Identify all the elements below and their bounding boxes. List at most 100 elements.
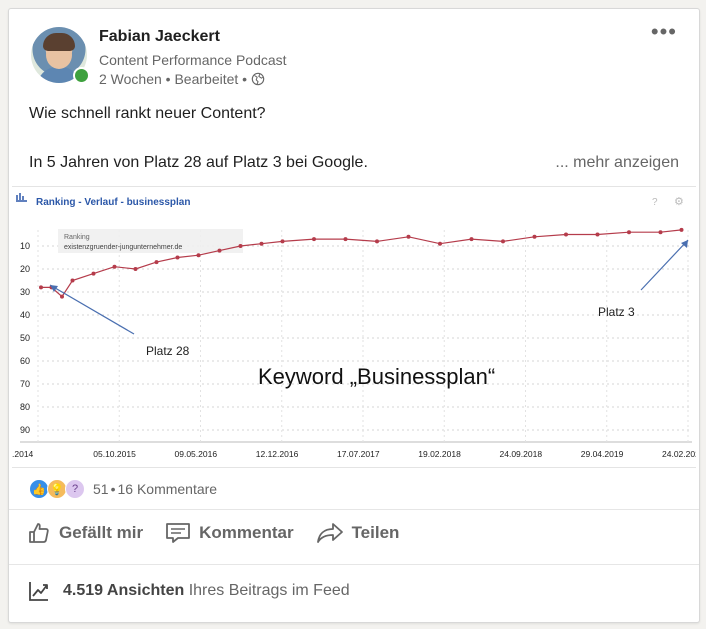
x-tick-label: 19.02.2018 [418, 449, 461, 459]
data-point [627, 230, 631, 235]
y-tick-label: 20 [20, 264, 30, 274]
chart-help-icon[interactable]: ? [652, 197, 658, 208]
x-tick-label: 17.07.2017 [337, 449, 380, 459]
data-point [60, 294, 64, 299]
chart-legend-domain: existenzgruender-jungunternehmer.de [64, 244, 182, 251]
more-icon[interactable]: ••• [650, 19, 677, 44]
author-avatar[interactable] [31, 27, 87, 83]
chart-bar-icon [16, 193, 27, 202]
globe-icon [251, 72, 265, 86]
data-point [312, 237, 316, 242]
y-tick-label: 90 [20, 425, 30, 435]
chart-legend-box [58, 229, 243, 253]
share-label: Teilen [351, 523, 400, 542]
y-tick-label: 80 [20, 402, 30, 412]
online-status-dot [73, 67, 90, 84]
author-subtitle: Content Performance Podcast [99, 52, 287, 68]
comment-button[interactable]: Kommentar [165, 521, 294, 545]
x-tick-label: 29.04.2019 [581, 449, 624, 459]
y-tick-label: 40 [20, 310, 30, 320]
post-analytics-link[interactable]: 4.519 Ansichten Ihres Beitrags im Feed [27, 579, 350, 603]
chart-title: Ranking - Verlauf - businessplan [36, 197, 190, 208]
data-point [238, 244, 243, 248]
data-point [679, 227, 684, 232]
reaction-count[interactable]: 51 [93, 481, 109, 497]
comment-label: Kommentar [199, 523, 294, 542]
chart-overlay-title: Keyword „Businessplan“ [258, 364, 495, 389]
y-tick-label: 70 [20, 379, 30, 389]
x-tick-label: 24.09.2018 [500, 449, 543, 459]
chart-x-axis: .2014 05.10.2015 09.05.2016 12.12.2016 17.07… [12, 449, 705, 459]
y-tick-label: 60 [20, 356, 30, 366]
annotation-arrow-platz3 [640, 239, 689, 291]
x-tick-label: 24.02.2020 [662, 449, 696, 459]
annotation-arrowhead-platz3 [681, 240, 688, 248]
like-reaction-icon: 👍 [29, 479, 49, 499]
data-point [196, 253, 201, 258]
post-card: Fabian Jaeckert Content Performance Podc… [8, 8, 705, 623]
data-point [564, 232, 568, 237]
chart-points [39, 227, 684, 299]
show-more-link[interactable]: ... mehr anzeigen [555, 154, 679, 171]
post-actions: Gefällt mir Kommentar Teilen [27, 521, 399, 545]
avatar-hair [43, 33, 75, 51]
data-point [343, 237, 348, 242]
ranking-chart[interactable]: Ranking - Verlauf - businessplan ? ⚙ 10 2… [12, 186, 705, 468]
x-tick-label: 05.10.2015 [93, 449, 136, 459]
annotation-arrowhead-platz28 [50, 285, 58, 292]
data-point [595, 232, 600, 237]
comment-count[interactable]: 16 Kommentare [117, 481, 218, 497]
data-point [406, 234, 411, 239]
analytics-icon [29, 582, 48, 601]
thumbs-up-icon [29, 523, 49, 543]
post-text-line1: Wie schnell rankt neuer Content? [29, 105, 266, 122]
reactions-summary[interactable]: 👍 💡 ? 51 • 16 Kommentare [29, 479, 217, 499]
data-point [91, 271, 96, 276]
data-point [438, 241, 442, 246]
chart-svg: Ranking - Verlauf - businessplan ? ⚙ 10 2… [12, 191, 705, 459]
like-label: Gefällt mir [59, 523, 144, 542]
x-tick-label: 12.12.2016 [256, 449, 299, 459]
chart-grid [20, 230, 692, 443]
divider [9, 564, 699, 565]
data-point [280, 239, 285, 244]
share-button[interactable]: Teilen [316, 521, 400, 545]
data-point [259, 241, 264, 246]
post-meta-text: 2 Wochen • Bearbeitet • [99, 71, 248, 87]
views-count: 4.519 Ansichten [63, 582, 185, 599]
post-text-line2: In 5 Jahren von Platz 28 auf Platz 3 bei… [29, 154, 368, 171]
data-point [501, 239, 505, 244]
data-point [658, 230, 663, 235]
y-tick-label: 30 [20, 287, 30, 297]
data-point [39, 285, 43, 290]
chart-y-axis: 10 20 30 40 50 60 70 80 90 [20, 241, 30, 435]
data-point [112, 264, 117, 269]
data-point [133, 267, 138, 271]
data-point [532, 234, 537, 239]
annotation-arrow-platz28 [49, 284, 135, 335]
views-suffix: Ihres Beitrags im Feed [188, 582, 350, 599]
reaction-separator: • [110, 481, 116, 497]
data-point [217, 248, 222, 253]
data-point [175, 255, 180, 260]
like-button[interactable]: Gefällt mir [27, 521, 143, 545]
divider [9, 509, 699, 510]
post-meta: 2 Wochen • Bearbeitet • [99, 71, 265, 87]
annotation-platz28: Platz 28 [146, 344, 190, 358]
x-tick-label: .2014 [12, 449, 34, 459]
x-tick-label: 09.05.2016 [175, 449, 218, 459]
insightful-reaction-icon: 💡 [47, 479, 67, 499]
y-tick-label: 50 [20, 333, 30, 343]
chart-settings-icon[interactable]: ⚙ [674, 196, 684, 208]
chart-title-icon [14, 191, 28, 201]
curious-reaction-icon: ? [65, 479, 85, 499]
share-icon [316, 523, 343, 543]
chart-legend-label: Ranking [64, 234, 90, 241]
y-tick-label: 10 [20, 241, 30, 251]
annotation-platz3: Platz 3 [598, 305, 635, 319]
avatar-shirt [37, 67, 81, 83]
author-name[interactable]: Fabian Jaeckert [99, 28, 220, 45]
data-point [469, 237, 474, 242]
data-point [154, 260, 159, 265]
data-point [70, 278, 75, 283]
